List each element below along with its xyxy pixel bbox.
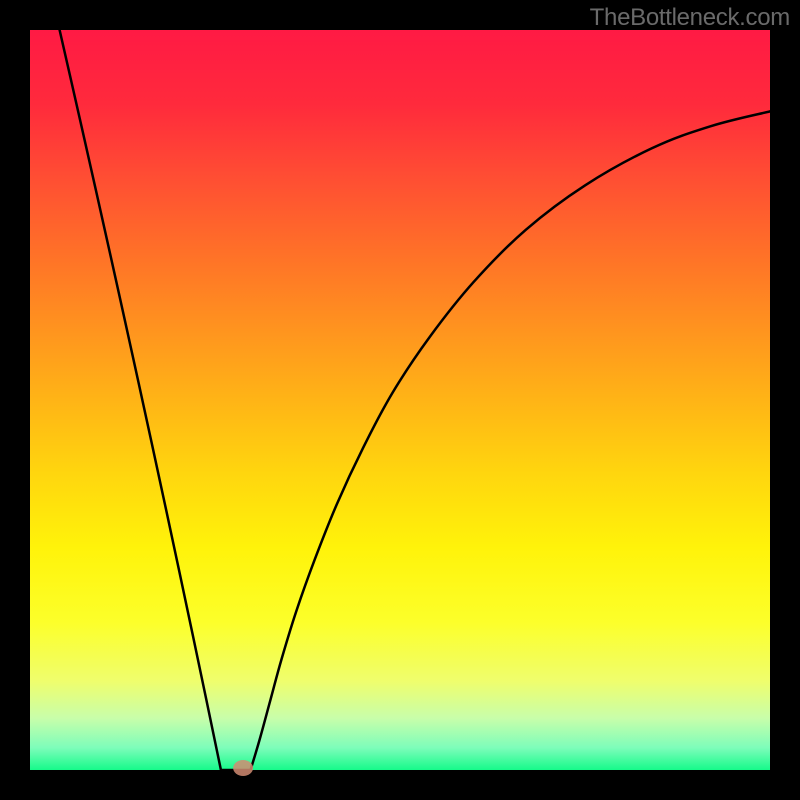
chart-container: TheBottleneck.com — [0, 0, 800, 800]
optimal-marker — [233, 760, 253, 776]
watermark-text: TheBottleneck.com — [590, 4, 790, 32]
gradient-background — [30, 30, 770, 770]
bottleneck-chart — [0, 0, 800, 800]
